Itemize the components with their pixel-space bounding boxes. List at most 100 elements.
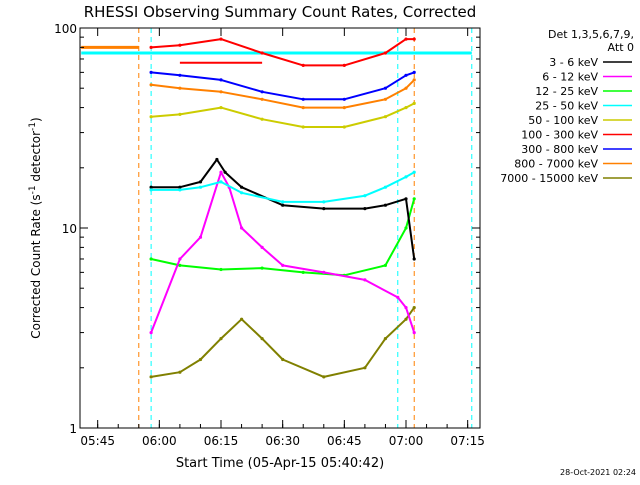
x-tick-label-6: 07:15 xyxy=(450,434,485,448)
legend-title-line-1: Det 1,3,5,6,7,9, xyxy=(548,28,634,41)
timestamp: 28-Oct-2021 02:24 xyxy=(560,468,636,477)
data-point-s1-0 xyxy=(149,331,153,335)
data-point-s7-4 xyxy=(301,106,305,110)
y-axis-label-mid: detector xyxy=(29,131,43,186)
data-point-s3-0 xyxy=(149,188,153,192)
data-point-s4-3 xyxy=(260,117,264,121)
data-point-s3-4 xyxy=(240,191,244,195)
data-point-s6-5 xyxy=(342,97,346,101)
legend: Det 1,3,5,6,7,9, Att 0 3 - 6 keV 6 - 12 k… xyxy=(500,28,634,185)
data-point-s3-5 xyxy=(281,200,285,204)
legend-label-1: 6 - 12 keV xyxy=(542,71,598,84)
data-point-s6-7 xyxy=(404,73,408,77)
data-point-s6-3 xyxy=(260,90,264,94)
legend-label-8: 7000 - 15000 keV xyxy=(500,172,598,185)
y-tick-label-1: 10 xyxy=(62,222,77,236)
data-point-s2-1 xyxy=(178,263,182,267)
data-point-s8-2 xyxy=(198,357,203,362)
series-line-0 xyxy=(151,158,416,260)
series-line-7 xyxy=(150,79,415,109)
data-point-s8-5 xyxy=(260,337,264,341)
x-tick-label-5: 07:00 xyxy=(389,434,424,448)
x-tick-label-2: 06:15 xyxy=(204,434,239,448)
data-point-s1-6 xyxy=(260,245,264,249)
data-point-s1-8 xyxy=(322,270,326,274)
data-point-s2-4 xyxy=(301,270,305,274)
data-point-s7-5 xyxy=(342,106,346,110)
data-point-s5-1 xyxy=(178,43,182,47)
data-point-s6-0 xyxy=(149,70,153,74)
x-tick-label-4: 06:45 xyxy=(327,434,362,448)
data-point-s6-8 xyxy=(412,70,416,74)
data-point-s7-8 xyxy=(412,78,416,82)
y-axis-label-main: Corrected Count Rate (s xyxy=(29,194,43,338)
data-point-s8-6 xyxy=(281,357,285,362)
y-axis-label-sup1: -1 xyxy=(28,185,38,194)
series-line-6 xyxy=(150,71,415,101)
data-point-s4-8 xyxy=(412,101,416,105)
x-tick-label-0: 05:45 xyxy=(80,434,115,448)
data-point-s4-1 xyxy=(178,112,182,116)
data-point-s3-3 xyxy=(219,180,223,184)
data-point-s2-3 xyxy=(260,266,264,270)
data-point-s3-2 xyxy=(198,185,203,189)
data-point-s0-10 xyxy=(404,197,408,201)
plot-frame xyxy=(79,27,481,429)
data-point-s5-5 xyxy=(342,63,346,67)
y-tick-label-0: 1 xyxy=(69,422,77,436)
data-point-s1-11 xyxy=(404,306,408,310)
plot-layer xyxy=(81,28,473,428)
data-point-s8-8 xyxy=(363,366,367,370)
data-point-s2-0 xyxy=(149,257,153,261)
data-point-s0-5 xyxy=(240,185,244,189)
x-tick-label-3: 06:30 xyxy=(265,434,300,448)
data-point-s8-0 xyxy=(149,375,153,379)
data-point-s8-3 xyxy=(219,337,223,341)
data-point-s6-2 xyxy=(219,78,223,82)
data-point-s8-4 xyxy=(240,317,244,321)
data-point-s5-3 xyxy=(260,51,264,55)
data-point-s4-6 xyxy=(383,115,387,119)
legend-label-5: 100 - 300 keV xyxy=(521,129,598,142)
data-point-s4-4 xyxy=(301,125,305,129)
data-point-s3-9 xyxy=(404,175,408,179)
y-axis-label-end: ) xyxy=(29,117,43,122)
data-point-s4-2 xyxy=(219,106,223,110)
data-point-s1-2 xyxy=(198,235,203,239)
data-point-s6-1 xyxy=(178,73,182,77)
data-point-s0-3 xyxy=(215,157,219,162)
y-tick-label-2: 100 xyxy=(54,22,77,36)
y-axis-label-sup2: -1 xyxy=(28,122,38,131)
data-point-s3-10 xyxy=(412,170,416,174)
data-point-s3-6 xyxy=(322,200,326,204)
data-point-s1-12 xyxy=(412,331,416,335)
data-point-s8-1 xyxy=(178,370,182,374)
data-point-s2-8 xyxy=(412,197,416,201)
data-point-s8-11 xyxy=(412,306,416,310)
data-point-s1-10 xyxy=(396,295,400,299)
data-point-s0-7 xyxy=(322,207,326,211)
data-point-s4-7 xyxy=(404,106,408,110)
x-tick-label-1: 06:00 xyxy=(142,434,177,448)
data-point-s0-9 xyxy=(383,203,387,207)
data-point-s0-8 xyxy=(363,207,367,211)
data-point-s6-4 xyxy=(301,97,305,101)
data-point-s8-9 xyxy=(383,337,387,341)
data-point-s4-5 xyxy=(342,125,346,129)
data-point-s3-8 xyxy=(383,185,387,189)
data-point-s5-2 xyxy=(219,37,223,41)
y-axis-label: Corrected Count Rate (s-1 detector-1) xyxy=(28,117,43,338)
legend-label-3: 25 - 50 keV xyxy=(535,100,598,113)
data-point-s2-6 xyxy=(383,263,387,267)
x-axis-label: Start Time (05-Apr-15 05:40:42) xyxy=(176,456,384,471)
data-point-s5-0 xyxy=(149,45,153,50)
series-line-4 xyxy=(151,102,415,128)
data-point-s6-6 xyxy=(383,86,387,90)
data-point-s0-6 xyxy=(281,203,285,207)
chart-title: RHESSI Observing Summary Count Rates, Co… xyxy=(84,3,477,21)
data-point-s7-0 xyxy=(149,83,153,87)
legend-title-line-2: Att 0 xyxy=(608,41,634,54)
data-point-s0-4 xyxy=(223,170,227,174)
